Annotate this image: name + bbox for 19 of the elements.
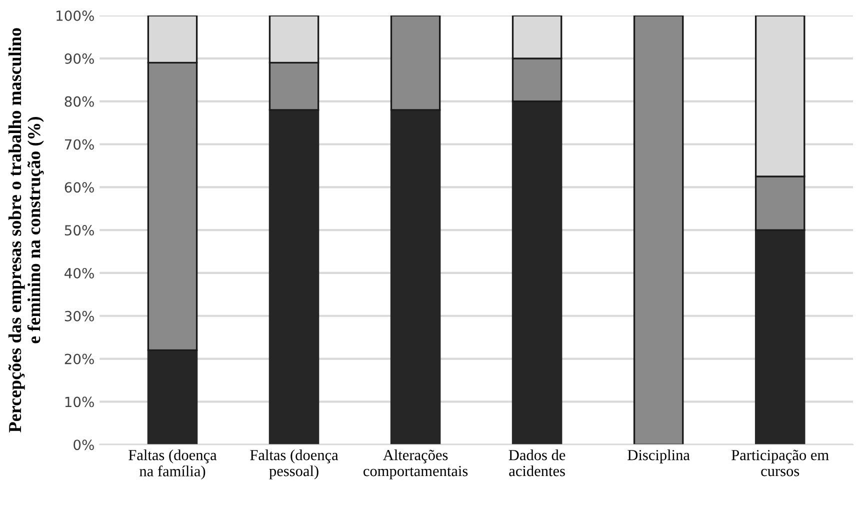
x-tick-label: Dados de acidentes [508,449,566,476]
y-tick-label: 10% [65,396,94,408]
y-tick-label: 100% [56,10,94,21]
y-tick-label: 40% [64,268,94,278]
y-tick-label: 30% [64,310,94,322]
x-tick-label: Alterações comportamentais [364,449,468,480]
y-tick-label: 0% [74,440,94,450]
y-tick-label: 90% [64,53,94,64]
y-tick-label: 50% [64,225,94,236]
y-tick-label: 60% [64,182,94,193]
x-tick-label: Participação em cursos [732,450,829,476]
y-axis-title: Percepções das empresas sobre o trabalho masculino e feminino na construção (%) [8,28,44,432]
x-tick-label: Faltas (doença na família) [128,449,217,480]
bar [633,16,684,445]
y-tick-label: 70% [65,139,94,150]
y-tick-label: 20% [64,354,94,364]
x-tick-label: Disciplina [628,449,690,464]
x-tick-label: Faltas (doença pessoal) [250,449,338,480]
y-tick-label: 80% [64,96,94,107]
